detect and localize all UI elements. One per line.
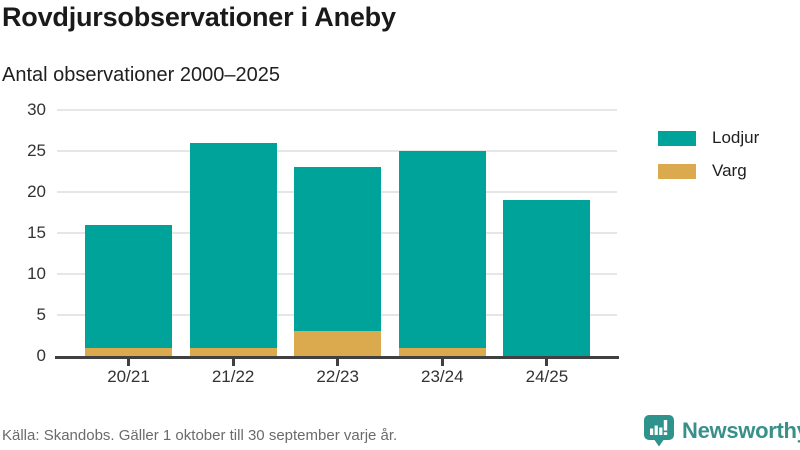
newsworthy-logo: Newsworthy <box>643 414 800 447</box>
x-axis-line <box>55 356 619 359</box>
y-axis-label: 0 <box>36 346 46 365</box>
source-note: Källa: Skandobs. Gäller 1 oktober till 3… <box>2 427 398 444</box>
x-axis-label: 21/22 <box>211 367 255 386</box>
x-axis-tick <box>336 359 340 366</box>
y-axis-label: 30 <box>27 100 46 119</box>
y-axis-label: 20 <box>27 182 46 201</box>
bar-chart-speech-bubble-icon <box>644 415 674 447</box>
y-axis-label: 5 <box>36 305 46 324</box>
x-axis-tick <box>545 359 549 366</box>
y-axis-label: 25 <box>27 141 46 160</box>
bar-segment-lodjur <box>398 151 486 348</box>
legend: Lodjur Varg <box>658 128 759 194</box>
x-axis-label: 23/24 <box>421 367 464 386</box>
bar-segment-varg <box>189 347 277 356</box>
chart-title: Rovdjursobservationer i Aneby <box>2 2 396 32</box>
y-axis-label: 15 <box>27 223 46 242</box>
bar-segment-lodjur <box>503 200 591 356</box>
chart-subtitle: Antal observationer 2000–2025 <box>2 64 280 86</box>
newsworthy-wordmark: Newsworthy <box>682 417 800 443</box>
bar-segment-varg <box>294 331 382 356</box>
legend-label: Lodjur <box>712 128 760 147</box>
x-axis-tick <box>440 359 444 366</box>
bar-segment-lodjur <box>294 167 382 332</box>
bar-segment-lodjur <box>85 224 172 348</box>
legend-item-varg: Varg <box>658 161 759 181</box>
bar-segment-lodjur <box>189 142 277 348</box>
y-axis-label: 10 <box>27 264 46 283</box>
gridline-30 <box>57 109 617 111</box>
bar-segment-varg <box>398 347 486 356</box>
legend-item-lodjur: Lodjur <box>658 128 759 148</box>
x-axis-tick <box>231 359 235 366</box>
legend-swatch-varg <box>658 163 696 179</box>
x-axis-label: 22/23 <box>316 367 359 386</box>
gridline-25 <box>57 150 617 152</box>
legend-label: Varg <box>712 161 747 180</box>
x-axis-tick <box>127 359 130 366</box>
x-axis-label: 24/25 <box>525 367 569 386</box>
bar-segment-varg <box>85 347 172 356</box>
x-axis-label: 20/21 <box>107 367 150 386</box>
legend-swatch-lodjur <box>658 130 696 146</box>
